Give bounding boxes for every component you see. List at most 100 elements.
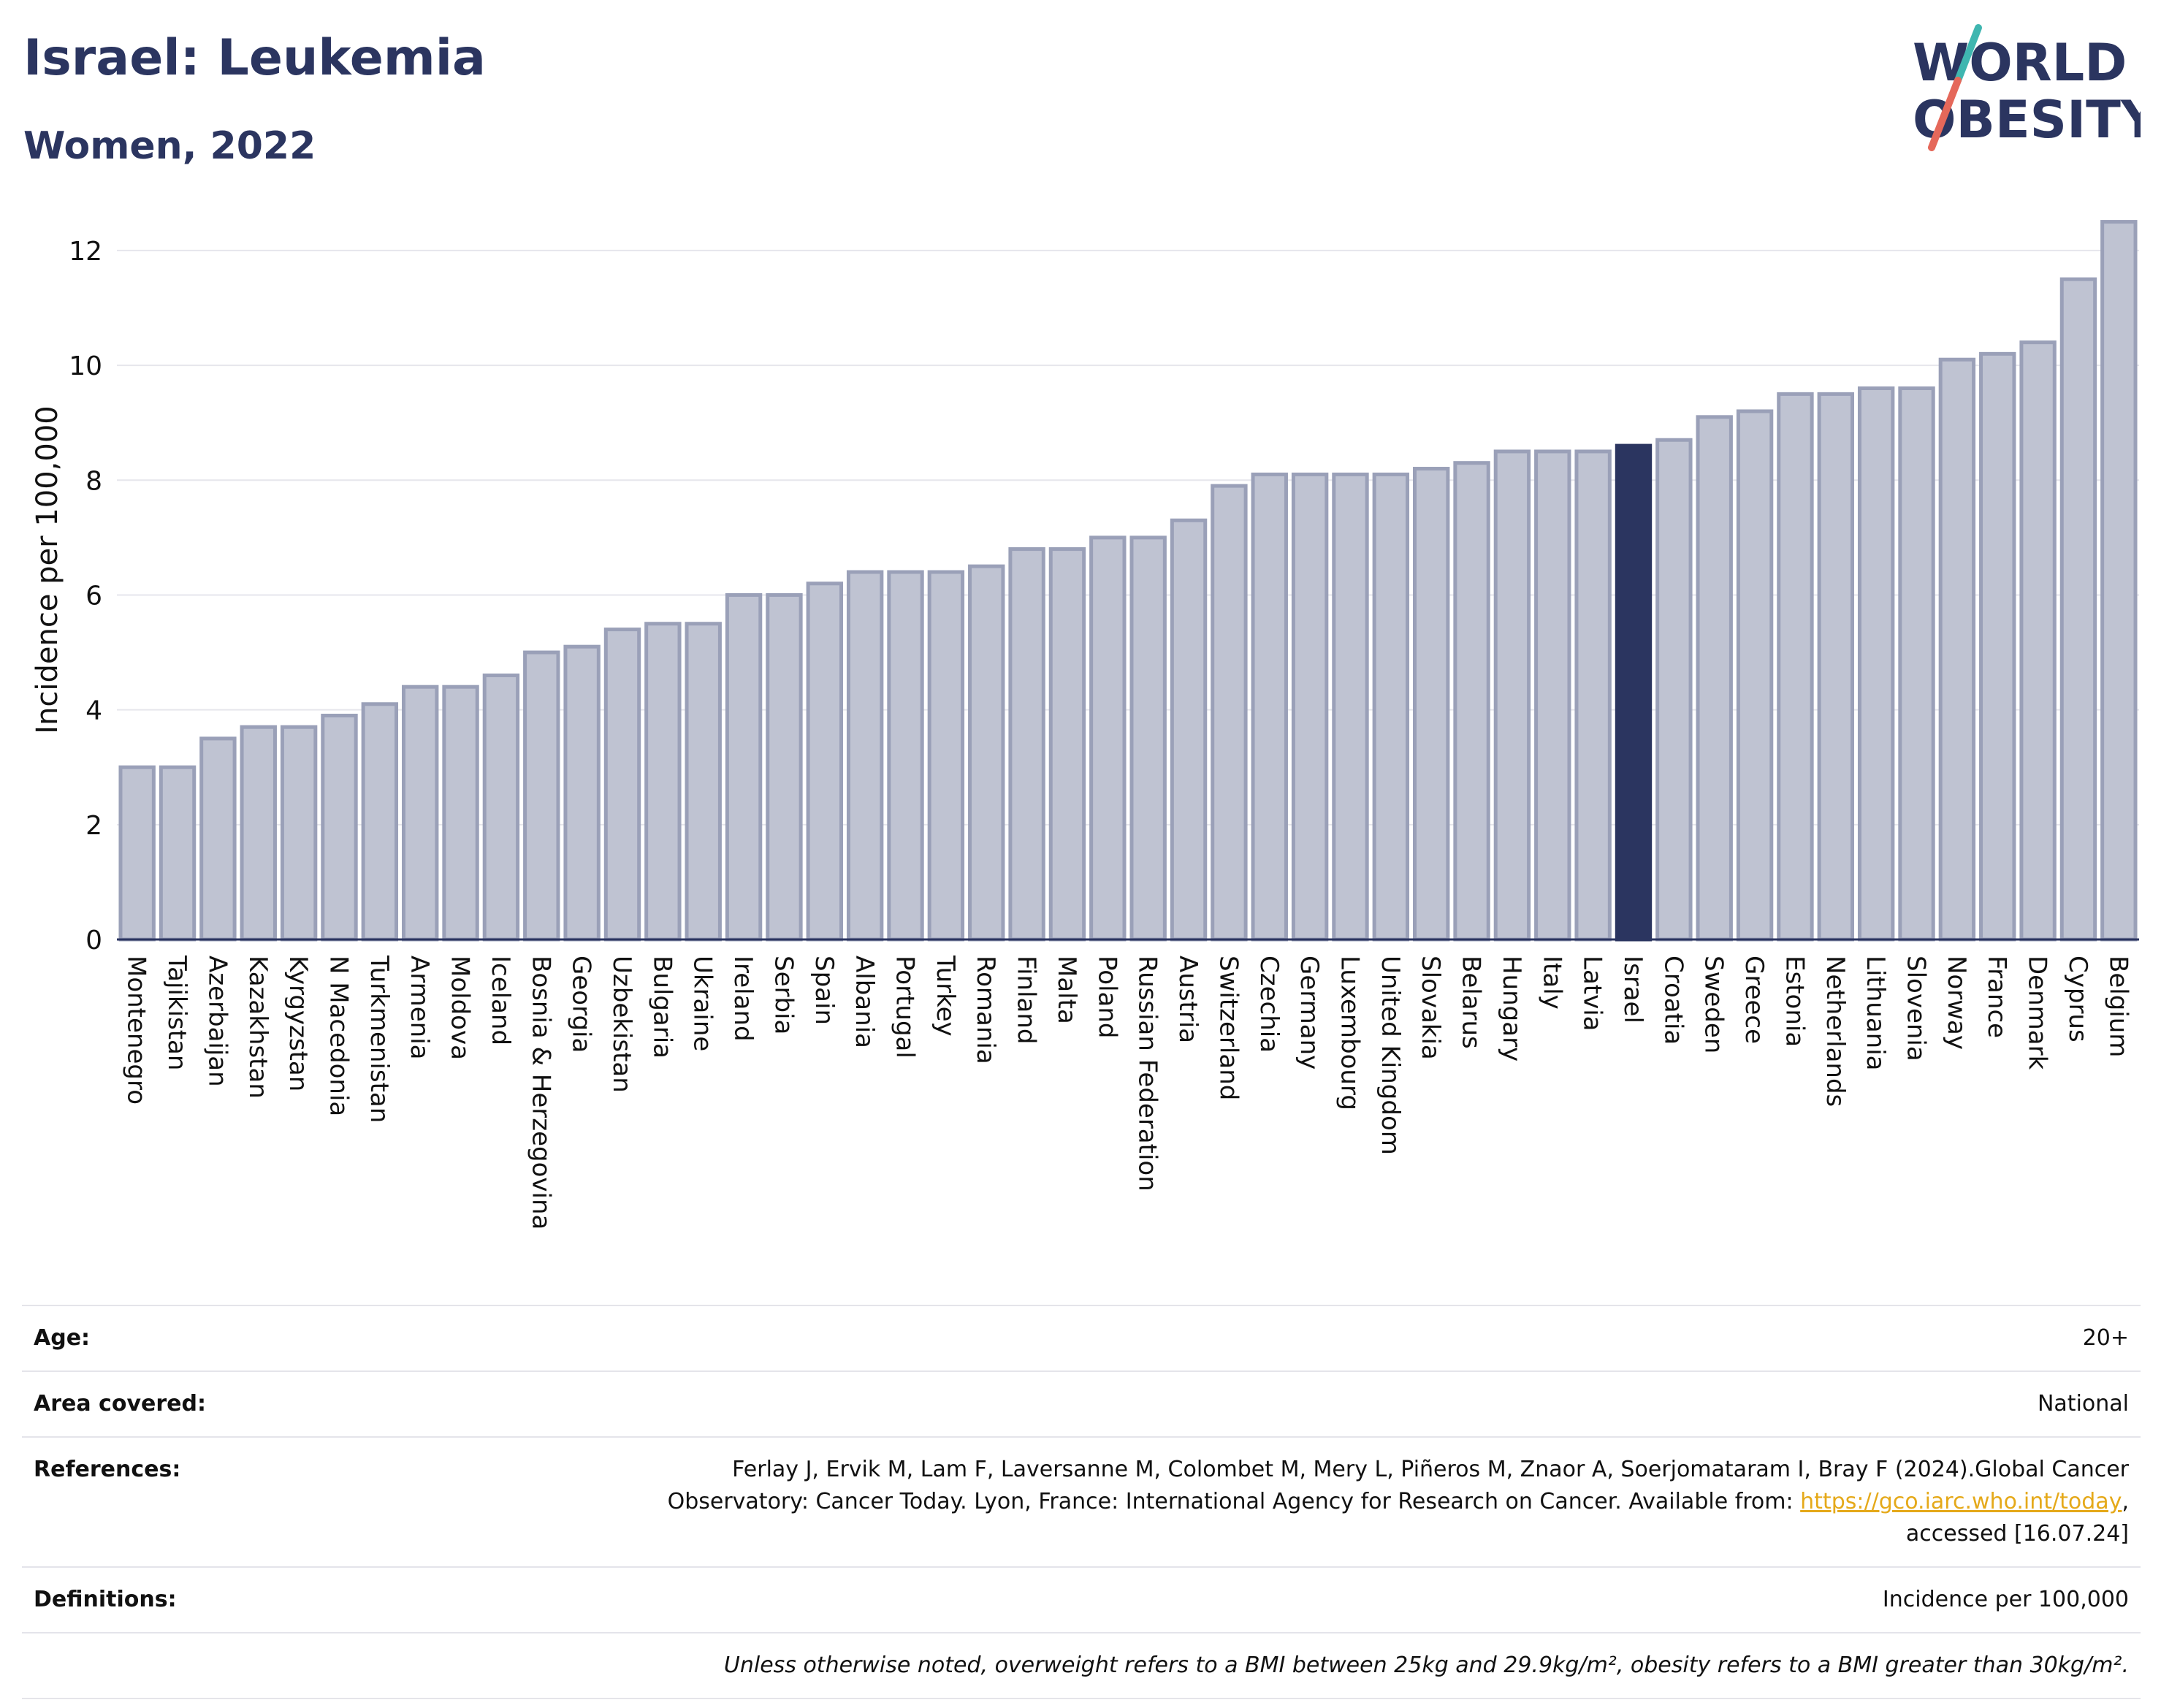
references-text-3: accessed [16.07.24] (1905, 1521, 2129, 1547)
bar-czechia (1251, 472, 1288, 942)
x-tick-label: Spain (809, 956, 839, 1025)
x-tick-label: Iceland (486, 956, 515, 1045)
x-tick-label: Armenia (405, 956, 434, 1060)
x-tick-label: Latvia (1578, 956, 1607, 1032)
bar-finland (1008, 547, 1045, 942)
info-row-note: Unless otherwise noted, overweight refer… (22, 1632, 2141, 1699)
x-tick-label: Bosnia & Herzegovina (526, 956, 555, 1229)
bar-iceland (482, 673, 520, 942)
bar-georgia (563, 644, 601, 942)
bars (118, 220, 2138, 942)
bar-serbia (766, 592, 803, 942)
bar-estonia (1777, 392, 1814, 942)
x-tick-label: Montenegro (122, 956, 151, 1105)
bar-switzerland (1211, 484, 1248, 942)
x-tick-label: Kyrgyzstan (283, 956, 313, 1091)
references-link[interactable]: https://gco.iarc.who.int/today (1800, 1489, 2122, 1514)
x-axis-labels: Montenegro Tajikistan Azerbaijan Kazakhstan… (122, 955, 2133, 1229)
bar-turkmenistan (361, 702, 399, 942)
bar-kyrgyzstan (280, 725, 318, 942)
x-tick-label: Turkey (931, 955, 960, 1037)
x-tick-label: Georgia (567, 956, 596, 1053)
bar-austria (1170, 518, 1208, 942)
bar-israel (1615, 443, 1653, 942)
bar-kazakhstan (240, 725, 277, 942)
x-tick-label: Turkmenistan (365, 955, 394, 1123)
x-tick-label: Romania (971, 956, 1000, 1064)
bar-chart: 0 2 4 6 8 10 12 Incidence per 100,000 Monteneg… (31, 220, 2139, 1229)
x-tick-label: Poland (1092, 956, 1121, 1039)
x-tick-label: Czechia (1254, 956, 1284, 1053)
bar-portugal (887, 570, 924, 942)
x-tick-label: Azerbaijan (202, 956, 232, 1087)
definitions-value: Incidence per 100,000 (411, 1566, 2141, 1633)
svg-text:WORLD: WORLD (1913, 33, 2127, 93)
x-tick-label: Uzbekistan (607, 956, 636, 1093)
area-label: Area covered: (22, 1370, 411, 1437)
bar-hungary (1493, 449, 1531, 942)
bar-spain (806, 582, 843, 942)
x-tick-label: Ireland (728, 956, 758, 1042)
x-tick-label: Belarus (1457, 956, 1486, 1049)
x-tick-label: Moldova (446, 956, 475, 1060)
x-tick-label: Austria (1173, 956, 1203, 1043)
x-tick-label: Luxembourg (1335, 956, 1364, 1110)
bar-malta (1048, 547, 1086, 942)
x-tick-label: Denmark (2023, 956, 2052, 1070)
x-tick-label: Sweden (1699, 956, 1729, 1053)
x-tick-label: United Kingdom (1376, 956, 1405, 1155)
page-title: Israel: Leukemia (23, 29, 486, 87)
info-row-area: Area covered: National (22, 1370, 2141, 1437)
bar-united-kingdom (1372, 472, 1410, 942)
x-tick-label: Estonia (1780, 956, 1809, 1047)
y-tick-label: 8 (85, 466, 102, 496)
bar-italy (1534, 449, 1571, 942)
bar-armenia (402, 685, 439, 942)
info-row-age: Age: 20+ (22, 1305, 2141, 1371)
bar-luxembourg (1332, 472, 1369, 942)
bar-tajikistan (159, 765, 197, 942)
page-subtitle: Women, 2022 (23, 124, 316, 168)
bar-latvia (1574, 449, 1612, 942)
x-tick-label: Norway (1942, 956, 1971, 1050)
bar-ireland (725, 592, 763, 942)
x-tick-label: Italy (1537, 956, 1566, 1010)
x-tick-label: Slovakia (1416, 956, 1445, 1060)
bar-slovenia (1898, 386, 1935, 942)
bar-n-macedonia (321, 713, 358, 942)
x-tick-label: Lithuania (1861, 956, 1890, 1070)
age-value: 20+ (411, 1305, 2141, 1371)
x-tick-label: Cyprus (2063, 956, 2092, 1042)
age-label: Age: (22, 1305, 411, 1371)
info-table: Age: 20+ Area covered: National Referenc… (22, 1305, 2141, 1699)
bar-azerbaijan (199, 736, 237, 942)
bar-belgium (2100, 220, 2138, 942)
bmi-note: Unless otherwise noted, overweight refer… (22, 1632, 2141, 1699)
y-tick-label: 0 (85, 926, 102, 956)
x-tick-label: France (1982, 956, 2011, 1038)
bar-romania (968, 564, 1005, 942)
bar-montenegro (118, 765, 156, 942)
x-tick-label: Kazakhstan (243, 956, 272, 1099)
bar-cyprus (2059, 277, 2097, 942)
bar-france (1979, 351, 2016, 942)
x-tick-label: N Macedonia (324, 956, 353, 1116)
info-row-definitions: Definitions: Incidence per 100,000 (22, 1566, 2141, 1633)
x-tick-label: Russian Federation (1133, 956, 1162, 1192)
x-tick-label: Finland (1012, 956, 1041, 1045)
bar-germany (1291, 472, 1329, 942)
y-tick-label: 12 (69, 237, 102, 267)
bar-lithuania (1857, 386, 1895, 942)
bar-denmark (2019, 340, 2057, 942)
bar-slovakia (1413, 467, 1450, 942)
x-tick-label: Netherlands (1821, 956, 1850, 1107)
bar-ukraine (685, 622, 722, 942)
bar-belarus (1453, 461, 1490, 942)
y-tick-label: 10 (69, 351, 102, 381)
x-tick-label: Albania (850, 956, 879, 1048)
world-obesity-logo: WORLD OBESITY (1913, 24, 2141, 151)
x-tick-label: Bulgaria (647, 956, 676, 1059)
y-tick-label: 2 (85, 811, 102, 841)
bar-norway (1938, 357, 1976, 942)
bar-netherlands (1817, 392, 1854, 942)
